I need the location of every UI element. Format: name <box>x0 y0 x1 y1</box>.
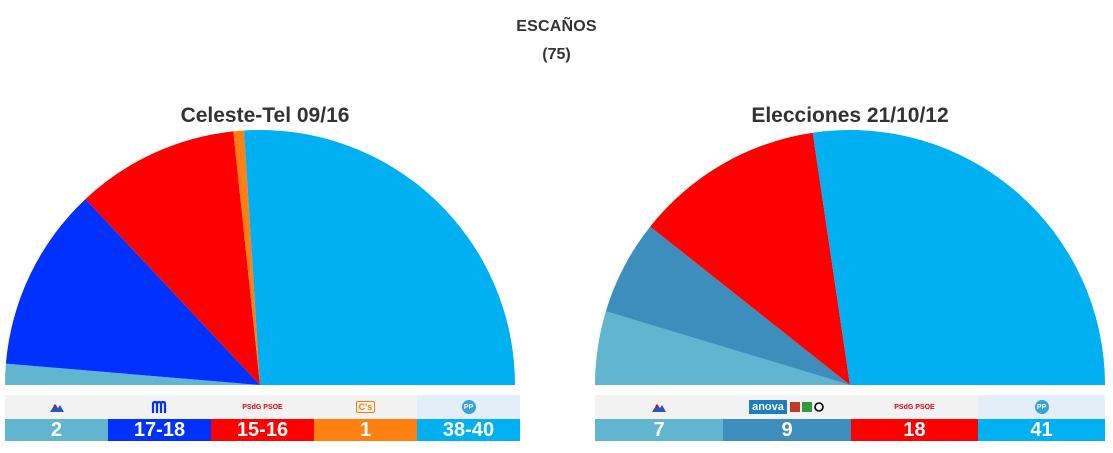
hemicycle-slice-3 <box>812 130 1105 385</box>
pp-icon: PP <box>978 395 1105 419</box>
hemicycle-slice-1 <box>605 226 850 385</box>
seat-cell: PSdG PSOE 15-16 <box>211 395 314 441</box>
panel-elecciones-2012: Elecciones 21/10/12 7 anova 9 PSdG PSOE … <box>590 100 1110 445</box>
en-marea-icon <box>108 395 211 419</box>
seat-value: 41 <box>978 419 1105 441</box>
hemicycle-slice-0 <box>595 311 850 385</box>
hemicycle-slice-1 <box>5 199 261 385</box>
psoe-icon: PSdG PSOE <box>851 395 978 419</box>
hemicycle-slice-2 <box>85 131 260 385</box>
mountain-icon <box>595 395 723 419</box>
hemicycle-slice-3 <box>233 130 260 385</box>
seat-value: 18 <box>851 419 978 441</box>
seats-bar: 7 anova 9 PSdG PSOE 18 PP 41 <box>595 395 1105 441</box>
seat-value: 7 <box>595 419 723 441</box>
seat-cell: 7 <box>595 395 723 441</box>
seat-cell: anova 9 <box>723 395 851 441</box>
seat-cell: C's 1 <box>314 395 417 441</box>
seats-bar: 2 17-18 PSdG PSOE 15-16 C's 1 PP 38-40 <box>5 395 520 441</box>
seat-cell: PSdG PSOE 18 <box>851 395 978 441</box>
anova-icon: anova <box>723 395 851 419</box>
seat-value: 1 <box>314 419 417 441</box>
seat-cell: PP 41 <box>978 395 1105 441</box>
hemicycle-chart <box>595 130 1105 385</box>
mountain-icon <box>5 395 108 419</box>
panel-celeste-tel: Celeste-Tel 09/16 2 17-18 PSdG PSOE 15-1… <box>5 100 525 445</box>
seat-cell: 17-18 <box>108 395 211 441</box>
seat-value: 38-40 <box>417 419 520 441</box>
seat-value: 17-18 <box>108 419 211 441</box>
seat-cell: PP 38-40 <box>417 395 520 441</box>
seat-value: 15-16 <box>211 419 314 441</box>
chart-header: ESCAÑOS (75) <box>0 18 1113 64</box>
pp-icon: PP <box>417 395 520 419</box>
hemicycle-slice-2 <box>650 132 850 385</box>
panel-title: Elecciones 21/10/12 <box>751 104 949 127</box>
seat-cell: 2 <box>5 395 108 441</box>
chart-title: ESCAÑOS <box>516 18 597 35</box>
seat-value: 2 <box>5 419 108 441</box>
chart-subtitle: (75) <box>542 46 571 63</box>
psoe-icon: PSdG PSOE <box>211 395 314 419</box>
hemicycle-slice-4 <box>243 129 516 385</box>
panel-title: Celeste-Tel 09/16 <box>180 104 350 127</box>
hemicycle-slice-0 <box>5 363 260 385</box>
ciudadanos-icon: C's <box>314 395 417 419</box>
seat-value: 9 <box>723 419 851 441</box>
hemicycle-chart <box>5 129 516 385</box>
